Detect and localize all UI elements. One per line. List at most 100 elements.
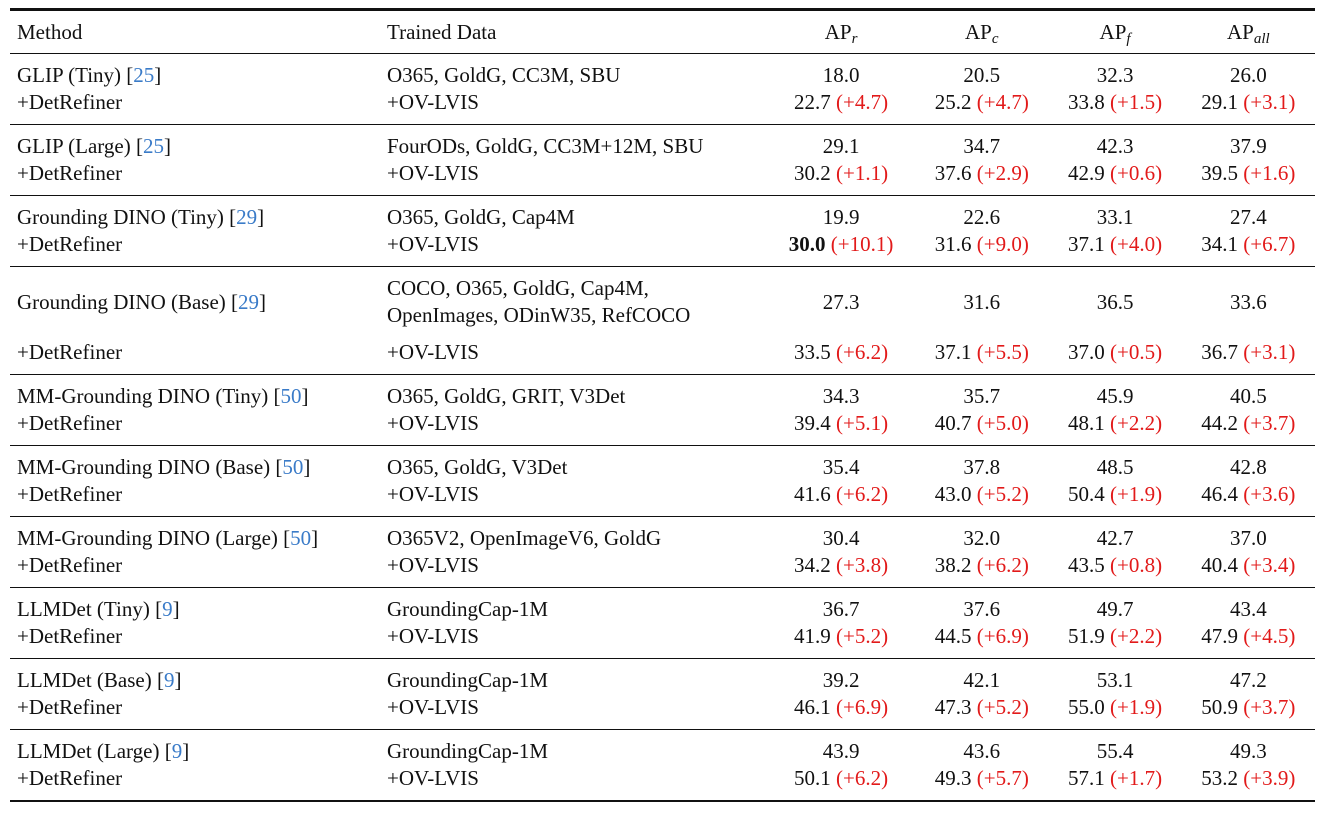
table-row: +DetRefiner +OV-LVIS 33.5 (+6.2) 37.1 (+5.5… [10, 329, 1315, 375]
table-row: +DetRefiner +OV-LVIS 41.9 (+5.2) 44.5 (+6.9… [10, 623, 1315, 659]
refined-score-cell: 55.0 (+1.9) [1048, 694, 1181, 730]
citation-link[interactable]: 9 [163, 668, 175, 692]
base-score: 43.4 [1229, 597, 1267, 621]
base-score: 19.9 [822, 205, 860, 229]
trained-data: O365, GoldG, CC3M, SBU [387, 54, 767, 90]
refined-score-cell: 44.5 (+6.9) [915, 623, 1048, 659]
trained-data-line: O365, GoldG, CC3M, SBU [387, 63, 621, 87]
refined-score: 30.2 [794, 161, 831, 185]
refined-score: 30.0 [788, 232, 826, 256]
citation-link[interactable]: 50 [290, 526, 312, 550]
refined-score-cell: 41.6 (+6.2) [767, 481, 915, 517]
refiner-data: +OV-LVIS [387, 232, 479, 256]
citation-link[interactable]: 25 [133, 63, 155, 87]
gain-value: (+3.7) [1243, 411, 1296, 435]
method-label: Grounding DINO (Tiny) [17, 205, 224, 229]
gain-value: (+5.0) [976, 411, 1029, 435]
refiner-data: +OV-LVIS [387, 482, 479, 506]
citation-link[interactable]: 50 [282, 455, 304, 479]
refiner-data: +OV-LVIS [387, 553, 479, 577]
citation-link[interactable]: 29 [238, 289, 260, 314]
gain-value: (+3.9) [1243, 766, 1296, 790]
refiner-label: +DetRefiner [17, 766, 123, 790]
refiner-label: +DetRefiner [17, 232, 123, 256]
gain-value: (+2.2) [1110, 624, 1163, 648]
trained-data-line: O365, GoldG, GRIT, V3Det [387, 384, 626, 408]
refined-score: 50.1 [794, 766, 831, 790]
base-score: 34.7 [963, 134, 1001, 158]
refined-score-cell: 50.9 (+3.7) [1182, 694, 1315, 730]
method-label: LLMDet (Base) [17, 668, 152, 692]
base-score: 32.0 [963, 526, 1001, 550]
refiner-data: +OV-LVIS [387, 90, 479, 114]
refined-score-cell: 43.5 (+0.8) [1048, 552, 1181, 588]
trained-data-line: O365V2, OpenImageV6, GoldG [387, 526, 662, 550]
base-score: 36.5 [1096, 289, 1134, 314]
refined-score-cell: 31.6 (+9.0) [915, 231, 1048, 267]
refined-score-cell: 34.2 (+3.8) [767, 552, 915, 588]
citation-link[interactable]: 50 [280, 384, 302, 408]
gain-value: (+3.4) [1243, 553, 1296, 577]
table-row: +DetRefiner +OV-LVIS 39.4 (+5.1) 40.7 (+5.0… [10, 410, 1315, 446]
base-score: 49.7 [1096, 597, 1134, 621]
base-score: 29.1 [822, 134, 860, 158]
trained-data-line: COCO, O365, GoldG, Cap4M, [387, 276, 649, 300]
trained-data: GroundingCap-1M [387, 659, 767, 695]
base-score: 39.2 [822, 668, 860, 692]
base-score: 22.6 [963, 205, 1001, 229]
refined-score: 36.7 [1201, 340, 1239, 364]
refined-score: 33.5 [794, 340, 831, 364]
header-trained-data: Trained Data [387, 9, 767, 54]
refined-score: 50.4 [1068, 482, 1105, 506]
refined-score: 49.3 [934, 766, 972, 790]
base-score: 26.0 [1229, 63, 1267, 87]
trained-data-line: OpenImages, ODinW35, RefCOCO [387, 303, 691, 327]
gain-value: (+5.1) [836, 411, 889, 435]
refined-score-cell: 37.1 (+4.0) [1048, 231, 1181, 267]
method-label: Grounding DINO (Base) [17, 289, 226, 314]
gain-value: (+1.9) [1110, 482, 1163, 506]
refined-score: 44.2 [1201, 411, 1239, 435]
refined-score-cell: 38.2 (+6.2) [915, 552, 1048, 588]
method-label: GLIP (Large) [17, 134, 131, 158]
base-score: 40.5 [1229, 384, 1267, 408]
refiner-label: +DetRefiner [17, 411, 123, 435]
refined-score-cell: 51.9 (+2.2) [1048, 623, 1181, 659]
citation-link[interactable]: 9 [171, 739, 183, 763]
gain-value: (+0.5) [1110, 340, 1163, 364]
refined-score: 29.1 [1201, 90, 1239, 114]
citation-link[interactable]: 9 [162, 597, 173, 621]
table-row: +DetRefiner +OV-LVIS 50.1 (+6.2) 49.3 (+5.7… [10, 765, 1315, 801]
refined-score-cell: 36.7 (+3.1) [1182, 329, 1315, 375]
trained-data: FourODs, GoldG, CC3M+12M, SBU [387, 125, 767, 161]
trained-data: COCO, O365, GoldG, Cap4M, OpenImages, ODi… [387, 267, 767, 330]
method-name: LLMDet (Large) [9] [17, 739, 190, 763]
refined-score: 39.5 [1201, 161, 1239, 185]
table-row: +DetRefiner +OV-LVIS 30.0 (+10.1) 31.6 (+9.… [10, 231, 1315, 267]
citation-link[interactable]: 29 [236, 205, 258, 229]
table-row: LLMDet (Large) [9] GroundingCap-1M 43.9 43.… [10, 730, 1315, 766]
refined-score-cell: 43.0 (+5.2) [915, 481, 1048, 517]
refiner-label: +DetRefiner [17, 624, 123, 648]
table-row: +DetRefiner +OV-LVIS 41.6 (+6.2) 43.0 (+5.2… [10, 481, 1315, 517]
gain-value: (+6.2) [836, 766, 889, 790]
gain-value: (+0.6) [1110, 161, 1163, 185]
refined-score-cell: 41.9 (+5.2) [767, 623, 915, 659]
refiner-label: +DetRefiner [17, 161, 123, 185]
trained-data-line: GroundingCap-1M [387, 668, 548, 692]
citation-link[interactable]: 25 [142, 134, 164, 158]
gain-value: (+3.7) [1243, 695, 1296, 719]
gain-value: (+1.1) [836, 161, 889, 185]
trained-data: GroundingCap-1M [387, 588, 767, 624]
refined-score: 47.9 [1201, 624, 1239, 648]
refined-score: 44.5 [934, 624, 972, 648]
base-score: 37.9 [1229, 134, 1267, 158]
trained-data-line: O365, GoldG, Cap4M [387, 205, 575, 229]
base-score: 45.9 [1096, 384, 1134, 408]
method-name: GLIP (Tiny) [25] [17, 63, 162, 87]
base-score: 30.4 [822, 526, 860, 550]
base-score: 31.6 [963, 289, 1001, 314]
refined-score: 43.0 [934, 482, 972, 506]
gain-value: (+3.1) [1243, 90, 1296, 114]
gain-value: (+4.7) [976, 90, 1029, 114]
